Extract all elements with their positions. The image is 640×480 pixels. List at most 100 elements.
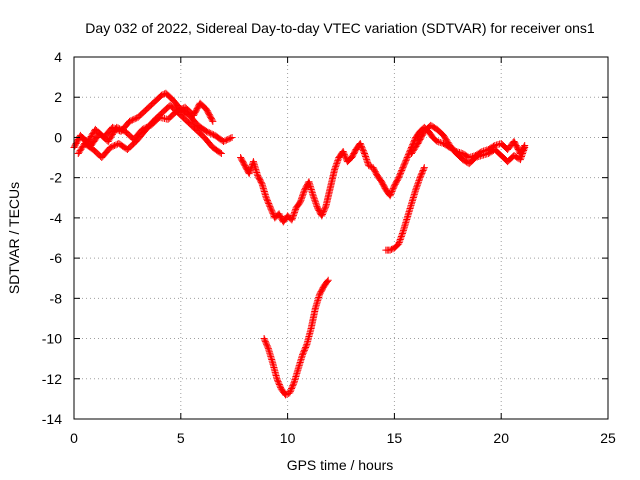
data-point: [521, 144, 529, 151]
data-point: [472, 154, 480, 162]
data-point: [131, 115, 139, 123]
data-point: [410, 145, 418, 153]
data-point: [480, 151, 488, 159]
data-point: [363, 157, 371, 165]
data-point: [281, 391, 289, 399]
y-tick-label: 0: [54, 129, 62, 145]
data-point: [395, 239, 403, 247]
data-point: [264, 198, 272, 206]
data-point: [440, 133, 448, 141]
data-point: [220, 137, 228, 145]
data-point: [483, 150, 491, 158]
data-point: [267, 204, 275, 212]
data-point: [222, 136, 230, 144]
y-tick-label: 4: [54, 49, 62, 65]
data-point: [520, 145, 528, 153]
data-point: [331, 164, 339, 172]
data-point: [519, 150, 527, 158]
data-point: [412, 186, 420, 194]
data-point: [109, 142, 117, 150]
data-point: [310, 195, 318, 203]
data-point: [205, 129, 213, 137]
data-point: [396, 171, 404, 179]
data-point: [398, 166, 406, 174]
data-point: [417, 171, 425, 179]
data-point: [363, 156, 371, 164]
data-point: [443, 137, 451, 145]
data-point: [389, 186, 397, 194]
data-point: [310, 193, 318, 201]
data-point: [321, 203, 329, 211]
data-point: [318, 210, 326, 218]
data-point: [418, 169, 426, 177]
data-point: [289, 213, 297, 221]
data-point: [341, 152, 349, 160]
data-point: [400, 161, 408, 169]
data-point: [127, 117, 135, 125]
data-point: [362, 154, 370, 162]
data-point: [204, 128, 212, 136]
data-point: [411, 144, 419, 152]
data-point: [144, 123, 152, 131]
data-point: [319, 209, 327, 217]
data-point: [312, 199, 320, 207]
data-point: [420, 165, 428, 173]
data-point: [404, 152, 412, 160]
data-point: [286, 389, 294, 397]
y-tick-label: -4: [50, 210, 63, 226]
data-point: [476, 152, 484, 160]
data-point: [395, 240, 403, 248]
data-point: [269, 210, 277, 218]
data-point: [397, 234, 405, 242]
data-point: [413, 183, 421, 191]
data-point: [356, 139, 364, 147]
data-point: [275, 381, 283, 389]
data-point: [202, 127, 210, 135]
data-point: [261, 337, 269, 345]
data-point: [286, 387, 294, 395]
data-point: [297, 195, 305, 203]
data-point: [433, 137, 441, 145]
data-point: [246, 168, 254, 176]
data-point: [309, 192, 317, 200]
data-point: [388, 187, 396, 195]
data-point: [320, 206, 328, 214]
series-track-7: [407, 121, 529, 168]
data-point: [264, 343, 272, 351]
data-point: [520, 147, 528, 155]
data-point: [417, 172, 425, 180]
data-point: [265, 200, 273, 208]
data-point: [407, 150, 415, 158]
data-point: [359, 147, 367, 155]
data-point: [207, 129, 215, 137]
data-point: [475, 153, 483, 161]
data-point: [296, 198, 304, 206]
data-point: [263, 195, 271, 203]
data-point: [299, 351, 307, 359]
data-point: [438, 139, 446, 147]
data-point: [128, 116, 136, 124]
data-point: [300, 346, 308, 354]
data-point: [260, 335, 268, 343]
data-point: [401, 159, 409, 167]
data-point: [444, 139, 452, 147]
data-point: [106, 144, 114, 151]
data-point: [516, 156, 524, 164]
x-tick-label: 25: [600, 430, 616, 446]
data-point: [174, 107, 182, 115]
data-point: [301, 345, 309, 353]
data-point: [334, 157, 342, 165]
data-point: [415, 177, 423, 185]
data-point: [289, 211, 297, 219]
data-point: [436, 138, 444, 146]
data-point: [274, 376, 282, 384]
data-point: [366, 162, 374, 170]
data-point: [331, 166, 339, 174]
data-point: [209, 117, 217, 125]
y-tick-label: -8: [50, 290, 63, 306]
data-point: [365, 162, 373, 170]
chart-title: Day 032 of 2022, Sidereal Day-to-day VTE…: [85, 20, 595, 36]
data-point: [114, 124, 122, 132]
data-point: [386, 192, 394, 200]
